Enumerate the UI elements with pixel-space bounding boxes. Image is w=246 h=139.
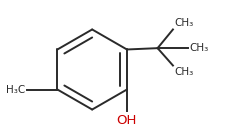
Text: OH: OH	[117, 114, 137, 127]
Text: H₃C: H₃C	[6, 85, 26, 95]
Text: CH₃: CH₃	[174, 67, 193, 77]
Text: CH₃: CH₃	[174, 18, 193, 28]
Text: CH₃: CH₃	[189, 43, 209, 53]
